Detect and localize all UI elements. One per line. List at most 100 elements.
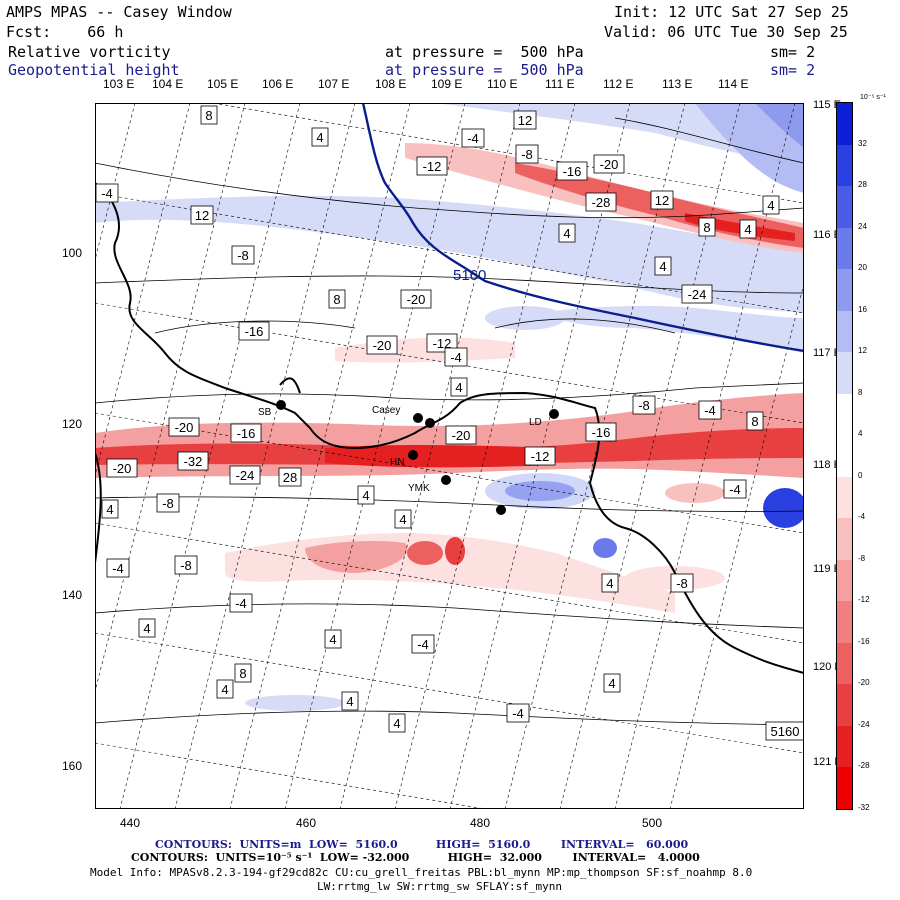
colorbar-label: -32 xyxy=(858,803,870,812)
contour-label-text: 4 xyxy=(393,716,400,731)
top-lon-label: 103 E xyxy=(103,77,134,91)
contour-label-text: -16 xyxy=(237,426,256,441)
contour-label-text: 12 xyxy=(655,193,669,208)
contour-label-text: 4 xyxy=(767,198,774,213)
colorbar-segment xyxy=(837,643,852,685)
colorbar-segment xyxy=(837,311,852,353)
plot-title: AMPS MPAS -- Casey Window xyxy=(6,4,232,20)
colorbar-label: -28 xyxy=(858,761,870,770)
colorbar-label: 24 xyxy=(858,222,867,231)
contour-label: -8 xyxy=(671,574,693,592)
contour-label: 4 xyxy=(740,220,756,238)
contour-label-text: -12 xyxy=(423,159,442,174)
colorbar-segment xyxy=(837,684,852,726)
station-hn xyxy=(408,450,418,460)
field2-level: at pressure = 500 hPa xyxy=(385,62,584,78)
blue-blob-south xyxy=(245,695,345,711)
contour-label: 4 xyxy=(451,378,467,396)
colorbar-segment xyxy=(837,726,852,768)
contour-label: -4 xyxy=(507,704,529,722)
red-blob-sw2 xyxy=(445,537,465,565)
contour-label-text: 12 xyxy=(195,208,209,223)
contour-label: 8 xyxy=(235,664,251,682)
station-label-ymk: YMK xyxy=(408,483,430,494)
y-tick-label: 160 xyxy=(62,759,82,773)
colorbar-segment xyxy=(837,435,852,477)
contour-label: -16 xyxy=(586,423,616,441)
contour-label: 4 xyxy=(395,510,411,528)
y-tick-label: 100 xyxy=(62,246,82,260)
contour-label: -20 xyxy=(446,426,476,444)
colorbar-segment xyxy=(837,601,852,643)
contour-label: 12 xyxy=(514,111,536,129)
field1-name: Relative vorticity xyxy=(8,44,171,60)
init-time: Init: 12 UTC Sat 27 Sep 25 xyxy=(614,4,849,20)
colorbar-segment xyxy=(837,269,852,311)
contour-label: 4 xyxy=(655,257,671,275)
x-tick-label: 500 xyxy=(642,816,662,830)
colorbar-label: 28 xyxy=(858,180,867,189)
contour-label: -20 xyxy=(401,290,431,308)
contour-label: -24 xyxy=(682,285,712,303)
contour-label-text: 4 xyxy=(608,676,615,691)
contour-label-text: 12 xyxy=(518,113,532,128)
blue-blob-east2 xyxy=(593,538,617,558)
y-tick-label: 120 xyxy=(62,417,82,431)
valid-time: Valid: 06 UTC Tue 30 Sep 25 xyxy=(604,24,848,40)
contour-label-text: 8 xyxy=(751,414,758,429)
contour-label-text: -8 xyxy=(162,496,174,511)
contour-label-text: -4 xyxy=(450,350,462,365)
top-lon-label: 112 E xyxy=(603,77,633,91)
colorbar-label: 4 xyxy=(858,429,862,438)
contour-label-text: -4 xyxy=(101,186,113,201)
contour-label: 4 xyxy=(102,500,118,518)
contour-label: 4 xyxy=(312,128,328,146)
contour-label: -20 xyxy=(107,459,137,477)
contour-label: 4 xyxy=(559,224,575,242)
contour-label-text: -4 xyxy=(235,596,247,611)
contour-label: 5160 xyxy=(766,722,804,740)
blue-blob-ymk-outer xyxy=(485,473,595,509)
field2-smoothing: sm= 2 xyxy=(770,62,815,78)
x-tick-label: 460 xyxy=(296,816,316,830)
colorbar xyxy=(836,102,853,810)
blue-blob-band xyxy=(485,306,565,330)
footer-model-info: Model Info: MPASv8.2.3-194-gf29cd82c CU:… xyxy=(90,866,752,879)
contour-label-text: 4 xyxy=(316,130,323,145)
colorbar-label: -12 xyxy=(858,595,870,604)
contour-label-text: 4 xyxy=(143,621,150,636)
contour-label: -4 xyxy=(107,559,129,577)
colorbar-segment xyxy=(837,103,852,145)
contour-label-text: 4 xyxy=(563,226,570,241)
contour-label-text: -16 xyxy=(245,324,264,339)
contour-label-text: 4 xyxy=(399,512,406,527)
contour-label: 8 xyxy=(699,218,715,236)
contour-label: -12 xyxy=(525,447,555,465)
contour-label: 4 xyxy=(602,574,618,592)
contour-label: -24 xyxy=(230,466,260,484)
contour-label-text: -20 xyxy=(452,428,471,443)
colorbar-units: 10⁻⁵ s⁻¹ xyxy=(860,93,886,101)
contour-label: 4 xyxy=(325,630,341,648)
contour-label-text: 4 xyxy=(455,380,462,395)
contour-label-text: -20 xyxy=(113,461,132,476)
footer-model-info-2: LW:rrtmg_lw SW:rrtmg_sw SFLAY:sf_mynn xyxy=(317,880,562,893)
y-tick-label: 140 xyxy=(62,588,82,602)
contour-label-text: 8 xyxy=(333,292,340,307)
height-contour-label: 5160 xyxy=(453,267,486,284)
contour-label-text: -8 xyxy=(638,398,650,413)
station-label-hn: HN xyxy=(390,457,404,468)
top-lon-label: 110 E xyxy=(487,77,517,91)
colorbar-label: -24 xyxy=(858,720,870,729)
contour-label: -16 xyxy=(239,322,269,340)
contour-label-text: -4 xyxy=(417,637,429,652)
contour-label: 4 xyxy=(217,680,233,698)
field1-smoothing: sm= 2 xyxy=(770,44,815,60)
contour-label: 4 xyxy=(604,674,620,692)
station-casey-2 xyxy=(425,418,435,428)
colorbar-label: -20 xyxy=(858,678,870,687)
contour-label-text: -16 xyxy=(592,425,611,440)
contour-label: -4 xyxy=(445,348,467,366)
red-blob-sw xyxy=(407,541,443,565)
x-tick-label: 480 xyxy=(470,816,490,830)
